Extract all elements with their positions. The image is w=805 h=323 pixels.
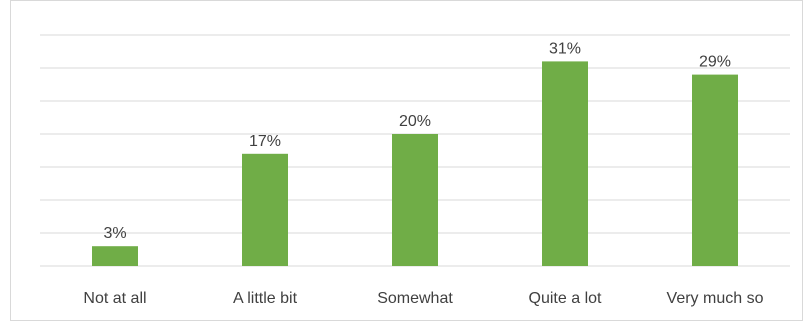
category-label: A little bit <box>233 290 298 307</box>
data-label: 17% <box>249 133 281 150</box>
category-label: Very much so <box>667 290 764 307</box>
data-label: 31% <box>549 40 581 57</box>
data-label: 20% <box>399 113 431 130</box>
data-labels: 3% 17% 20% 31% 29% <box>103 40 731 242</box>
bars <box>92 61 738 267</box>
bar <box>542 61 588 267</box>
gridlines <box>40 34 790 267</box>
data-label: 3% <box>103 225 126 242</box>
bar <box>242 153 288 266</box>
category-label: Quite a lot <box>529 290 602 307</box>
bar <box>392 134 438 266</box>
category-labels: Not at all A little bit Somewhat Quite a lo… <box>83 290 763 307</box>
bar <box>692 74 738 266</box>
category-label: Somewhat <box>377 290 453 307</box>
bar <box>92 246 138 266</box>
category-label: Not at all <box>83 290 146 307</box>
data-label: 29% <box>699 54 731 71</box>
